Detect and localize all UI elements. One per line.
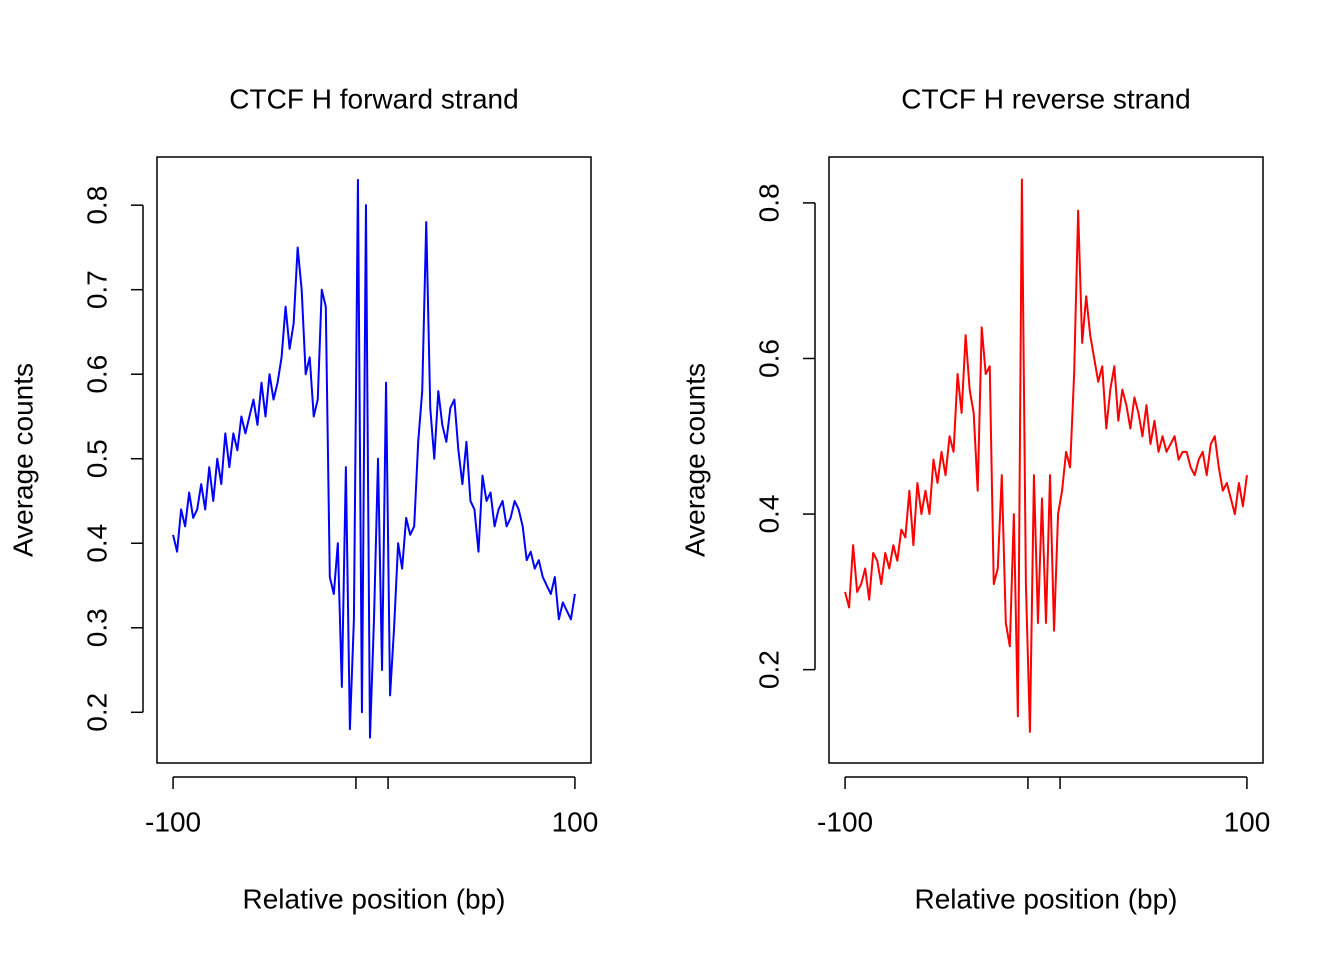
y-axis-label: Average counts — [7, 363, 38, 557]
x-tick-label: 100 — [1224, 806, 1271, 837]
x-axis-label: Relative position (bp) — [242, 883, 505, 914]
data-line — [844, 178, 1248, 733]
y-tick-label: 0.4 — [81, 524, 112, 563]
plot-frame — [828, 156, 1264, 764]
y-axis-label: Average counts — [679, 363, 710, 557]
y-tick-label: 0.2 — [81, 693, 112, 732]
plot-frame — [156, 156, 592, 764]
y-tick-label: 0.6 — [753, 339, 784, 378]
y-tick-label: 0.2 — [753, 650, 784, 689]
y-tick-label: 0.6 — [81, 355, 112, 394]
x-tick-label: -100 — [145, 806, 201, 837]
x-tick-label: 100 — [552, 806, 599, 837]
y-tick-label: 0.5 — [81, 439, 112, 478]
chart-title: CTCF H forward strand — [229, 83, 518, 114]
chart-title: CTCF H reverse strand — [901, 83, 1190, 114]
y-tick-label: 0.8 — [81, 186, 112, 225]
y-tick-label: 0.4 — [753, 495, 784, 534]
y-tick-label: 0.8 — [753, 183, 784, 222]
y-tick-label: 0.7 — [81, 270, 112, 309]
x-axis-label: Relative position (bp) — [914, 883, 1177, 914]
x-tick-label: -100 — [817, 806, 873, 837]
y-tick-label: 0.3 — [81, 608, 112, 647]
data-line — [172, 178, 576, 739]
